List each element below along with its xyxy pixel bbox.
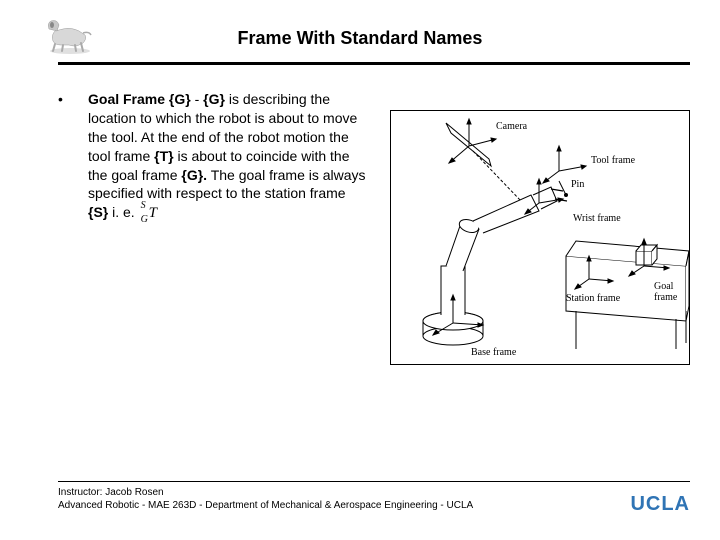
divider-bottom bbox=[58, 481, 690, 482]
notation-sup: S bbox=[141, 199, 146, 213]
label-camera: Camera bbox=[496, 121, 527, 132]
text-p4: i. e. bbox=[108, 205, 138, 221]
notation-sub: G bbox=[141, 213, 148, 227]
text-dash: - bbox=[191, 91, 203, 107]
label-pin: Pin bbox=[571, 179, 584, 190]
label-goal-frame: Goal frame bbox=[654, 281, 689, 303]
slide-container: Frame With Standard Names • Goal Frame {… bbox=[0, 0, 720, 540]
transform-notation: SGT bbox=[139, 203, 157, 224]
label-tool-frame: Tool frame bbox=[591, 155, 635, 166]
frame-g-1: {G} bbox=[203, 91, 225, 107]
lead-term: Goal Frame {G} bbox=[88, 91, 191, 107]
divider-top bbox=[58, 62, 690, 65]
robot-frames-diagram: Camera Tool frame Pin Wrist frame Statio… bbox=[390, 110, 690, 365]
frame-t: {T} bbox=[154, 148, 173, 164]
label-station-frame: Station frame bbox=[566, 293, 620, 304]
header: Frame With Standard Names bbox=[0, 0, 720, 68]
body-paragraph: Goal Frame {G} - {G} is describing the l… bbox=[88, 90, 368, 224]
label-base-frame: Base frame bbox=[471, 347, 516, 358]
footer-line-1: Instructor: Jacob Rosen bbox=[58, 486, 473, 499]
slide-title: Frame With Standard Names bbox=[0, 28, 720, 49]
ucla-logo: UCLA bbox=[630, 493, 690, 516]
bullet-marker: • bbox=[58, 90, 88, 107]
frame-s: {S} bbox=[88, 205, 108, 221]
label-wrist-frame: Wrist frame bbox=[573, 213, 621, 224]
content-area: • Goal Frame {G} - {G} is describing the… bbox=[58, 90, 690, 450]
frame-g-2: {G}. bbox=[181, 167, 207, 183]
diagram-svg bbox=[391, 111, 691, 366]
footer-text: Instructor: Jacob Rosen Advanced Robotic… bbox=[58, 486, 473, 512]
notation-main: T bbox=[149, 205, 157, 221]
footer-line-2: Advanced Robotic - MAE 263D - Department… bbox=[58, 499, 473, 512]
